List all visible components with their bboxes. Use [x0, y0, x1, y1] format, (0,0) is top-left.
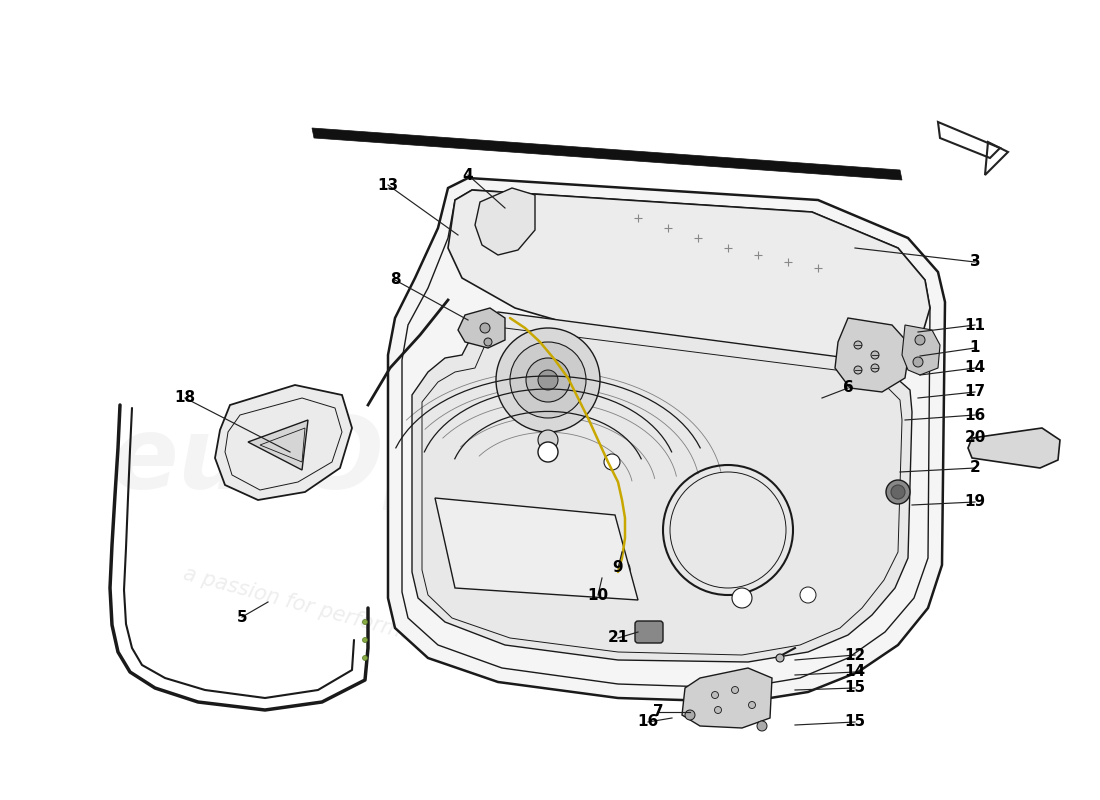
Text: 19: 19 — [965, 494, 986, 510]
Circle shape — [712, 691, 718, 698]
Polygon shape — [458, 308, 505, 348]
Circle shape — [363, 655, 367, 661]
Circle shape — [732, 686, 738, 694]
Polygon shape — [388, 178, 945, 702]
Polygon shape — [214, 385, 352, 500]
Circle shape — [732, 588, 752, 608]
Circle shape — [800, 587, 816, 603]
Polygon shape — [448, 190, 930, 368]
Circle shape — [886, 480, 910, 504]
Text: 14: 14 — [965, 361, 986, 375]
Text: a passion for performance since 1985: a passion for performance since 1985 — [182, 564, 569, 686]
Text: 14: 14 — [845, 665, 866, 679]
Polygon shape — [312, 128, 902, 180]
Circle shape — [604, 454, 620, 470]
Text: 5: 5 — [236, 610, 248, 625]
Circle shape — [496, 328, 600, 432]
Circle shape — [363, 638, 367, 642]
Circle shape — [715, 706, 722, 714]
Text: 15: 15 — [845, 714, 866, 730]
Circle shape — [538, 442, 558, 462]
Text: 6: 6 — [843, 381, 854, 395]
Circle shape — [510, 342, 586, 418]
Text: 3: 3 — [970, 254, 980, 270]
Polygon shape — [835, 318, 910, 392]
FancyBboxPatch shape — [635, 621, 663, 643]
Text: 20: 20 — [965, 430, 986, 446]
Circle shape — [913, 357, 923, 367]
Text: eurOparts: eurOparts — [110, 414, 680, 510]
Text: 16: 16 — [965, 407, 986, 422]
Circle shape — [891, 485, 905, 499]
Circle shape — [871, 364, 879, 372]
Text: 9: 9 — [613, 561, 624, 575]
Circle shape — [480, 323, 490, 333]
Circle shape — [484, 338, 492, 346]
Polygon shape — [412, 312, 912, 662]
Text: 7: 7 — [652, 705, 663, 719]
Circle shape — [854, 341, 862, 349]
Text: 16: 16 — [637, 714, 659, 730]
Text: 15: 15 — [845, 681, 866, 695]
Circle shape — [748, 702, 756, 709]
Polygon shape — [475, 188, 535, 255]
Text: 12: 12 — [845, 647, 866, 662]
Text: 11: 11 — [965, 318, 986, 333]
Circle shape — [871, 351, 879, 359]
Text: 8: 8 — [389, 273, 400, 287]
Text: 1: 1 — [970, 341, 980, 355]
Text: 21: 21 — [607, 630, 628, 646]
Polygon shape — [248, 420, 308, 470]
Circle shape — [854, 366, 862, 374]
Text: 2: 2 — [969, 461, 980, 475]
Circle shape — [776, 654, 784, 662]
Polygon shape — [902, 325, 940, 375]
Circle shape — [538, 430, 558, 450]
Text: 13: 13 — [377, 178, 398, 193]
Text: 10: 10 — [587, 587, 608, 602]
Circle shape — [526, 358, 570, 402]
Circle shape — [606, 558, 630, 582]
Circle shape — [538, 370, 558, 390]
Polygon shape — [682, 668, 772, 728]
Text: 18: 18 — [175, 390, 196, 406]
Circle shape — [363, 619, 367, 625]
Circle shape — [915, 335, 925, 345]
Polygon shape — [968, 428, 1060, 468]
Circle shape — [685, 710, 695, 720]
Circle shape — [757, 721, 767, 731]
Text: 17: 17 — [965, 385, 986, 399]
Text: 4: 4 — [463, 167, 473, 182]
Polygon shape — [434, 498, 638, 600]
